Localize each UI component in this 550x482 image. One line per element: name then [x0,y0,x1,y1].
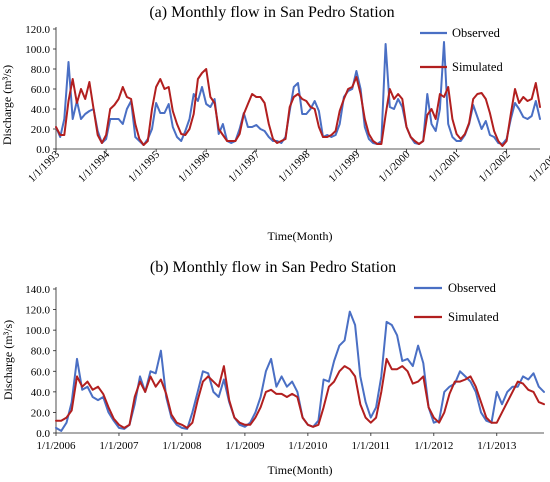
chart-panel-a: (a) Monthly flow in San Pedro Station Di… [0,4,550,243]
y-tick-label-a: 80.0 [31,64,51,76]
y-tick-label-b: 0.0 [36,428,50,440]
chart-title-b: (b) Monthly flow in San Pedro Station [150,259,396,276]
legend-label-observed-a: Observed [452,26,501,40]
x-tick-label-a: 1/1/2002 [477,149,513,185]
x-tick-label-b: 1/1/2013 [477,440,517,452]
x-tick-label-a: 1/1/1996 [176,148,212,184]
y-tick-label-b: 120.0 [25,305,50,317]
x-tick-label-a: 1/1/1999 [326,148,362,184]
x-axis-label-b: Time(Month) [268,463,333,477]
legend-a: Observed Simulated [420,26,503,74]
x-tick-label-b: 1/1/2009 [225,440,265,452]
y-tick-label-a: 0.0 [36,144,50,156]
x-tick-label-b: 1/1/2006 [36,440,76,452]
x-tick-label-a: 1/1/1994 [76,148,112,184]
legend-label-simulated-a: Simulated [452,60,503,74]
x-tick-label-a: 1/1/2001 [427,149,463,185]
y-tick-label-a: 60.0 [31,84,51,96]
chart-title-a: (a) Monthly flow in San Pedro Station [149,4,394,21]
x-tick-label-b: 1/1/2010 [288,440,328,452]
y-tick-label-a: 20.0 [31,124,51,136]
y-tick-label-b: 20.0 [31,407,51,419]
series-line-observed-a [55,41,541,146]
x-tick-label-b: 1/1/2011 [351,440,390,452]
plot-area-b: 0.0 20.0 40.0 60.0 80.0 100.0 120.0 140.0 1/1/20… [25,284,545,452]
x-tick-label-a: 1/1/1995 [126,148,162,184]
legend-label-observed-b: Observed [448,281,497,295]
y-tick-label-a: 120.0 [25,24,50,36]
legend-b: Observed Simulated [414,281,499,324]
y-tick-label-b: 60.0 [31,366,51,378]
x-tick-label-a: 1/1/1998 [276,148,312,184]
y-axis-label-a: Discharge (m³/s) [0,65,14,145]
y-tick-label-a: 40.0 [31,104,51,116]
y-axis-label-b: Discharge (m³/s) [1,320,15,400]
legend-label-simulated-b: Simulated [448,310,499,324]
y-tick-label-b: 40.0 [31,387,51,399]
x-tick-label-a: 1/1/2003 [527,148,550,184]
x-tick-label-a: 1/1/1997 [226,148,262,184]
x-tick-label-b: 1/1/2012 [414,440,453,452]
y-tick-label-b: 80.0 [31,346,51,358]
series-line-simulated-b [55,357,545,429]
y-tick-label-a: 100.0 [25,44,50,56]
series-line-observed-b [55,310,545,432]
series-line-simulated-a [55,68,541,147]
chart-panel-b: (b) Monthly flow in San Pedro Station Di… [1,259,545,477]
x-tick-label-a: 1/1/2000 [376,148,412,184]
x-tick-label-b: 1/1/2007 [99,440,139,452]
y-tick-label-b: 140.0 [25,284,50,296]
x-axis-label-a: Time(Month) [268,229,333,243]
y-tick-label-b: 100.0 [25,325,50,337]
x-tick-label-b: 1/1/2008 [162,440,202,452]
